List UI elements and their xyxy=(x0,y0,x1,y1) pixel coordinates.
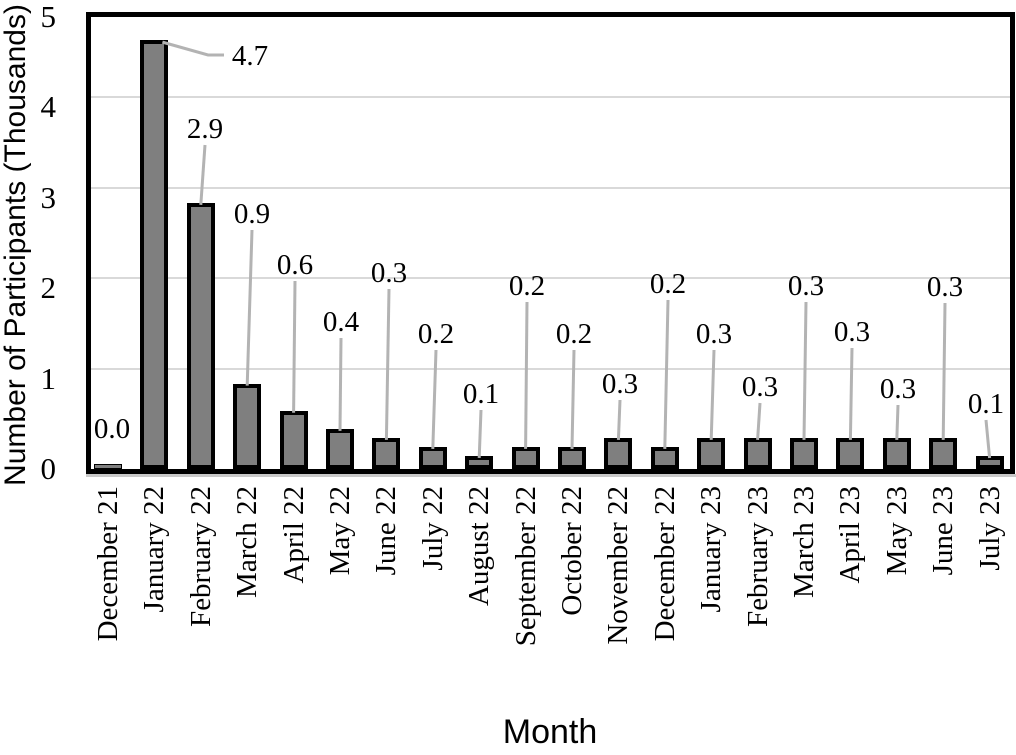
data-label: 0.1 xyxy=(462,378,500,410)
x-tick-label: May 23 xyxy=(880,486,913,576)
data-label: 0.3 xyxy=(879,373,917,405)
x-tick-label: February 23 xyxy=(741,486,774,627)
bar xyxy=(929,437,958,469)
y-tick-label: 5 xyxy=(40,0,57,34)
x-tick-label: July 23 xyxy=(973,486,1006,571)
bar xyxy=(94,464,122,469)
data-label: 0.2 xyxy=(649,268,687,300)
y-tick-label: 4 xyxy=(40,89,57,125)
x-tick-label: December 21 xyxy=(92,486,124,642)
y-tick-label: 0 xyxy=(40,451,57,486)
x-tick-label: June 23 xyxy=(927,486,960,576)
data-label: 0.3 xyxy=(370,257,408,289)
y-tick-label: 2 xyxy=(40,270,57,306)
x-tick-label: June 22 xyxy=(370,486,403,576)
x-tick-label: July 22 xyxy=(416,486,449,571)
plot-area xyxy=(86,12,1015,474)
bar xyxy=(882,437,911,469)
data-label: 0.2 xyxy=(417,318,455,350)
bar xyxy=(233,383,262,469)
data-label: 0.0 xyxy=(93,413,131,445)
bar xyxy=(418,446,447,469)
x-tick-label: April 22 xyxy=(277,486,310,584)
x-tick-label: March 22 xyxy=(231,486,264,598)
gridline xyxy=(91,367,1010,370)
bar xyxy=(558,446,586,469)
y-tick-label: 1 xyxy=(40,360,57,396)
bar xyxy=(511,446,540,469)
x-tick-label: October 22 xyxy=(556,486,588,616)
data-label: 0.6 xyxy=(276,249,314,281)
bar xyxy=(836,437,865,469)
x-axis-title: Month xyxy=(502,713,598,751)
data-label: 0.3 xyxy=(926,271,964,303)
x-tick-label: January 22 xyxy=(138,486,171,613)
y-axis-title: Number of Participants (Thousands) xyxy=(0,4,32,486)
y-tick-label: 3 xyxy=(40,179,57,215)
data-label: 0.1 xyxy=(967,388,1005,420)
data-label: 4.7 xyxy=(231,40,269,72)
bar xyxy=(372,437,401,469)
x-tick-label: March 23 xyxy=(788,486,820,598)
x-tick-label: January 23 xyxy=(695,486,728,613)
plot-border-shadow xyxy=(86,474,1016,477)
x-tick-label: May 22 xyxy=(324,486,356,576)
x-tick-label: December 22 xyxy=(648,486,681,642)
bar xyxy=(790,437,818,469)
data-label: 0.3 xyxy=(741,371,779,403)
gridline xyxy=(91,96,1010,99)
bar xyxy=(465,455,494,469)
x-tick-label: April 23 xyxy=(834,486,867,584)
bar xyxy=(743,437,772,469)
x-tick-label: September 22 xyxy=(509,486,542,647)
bar xyxy=(326,428,354,469)
bar xyxy=(186,202,215,469)
data-label: 0.4 xyxy=(322,306,360,338)
data-label: 0.9 xyxy=(233,198,271,230)
bar xyxy=(697,437,726,469)
x-tick-label: August 22 xyxy=(463,486,496,607)
data-label: 2.9 xyxy=(186,113,224,145)
bar xyxy=(140,40,169,469)
data-label: 0.2 xyxy=(555,318,593,350)
data-label: 0.2 xyxy=(508,270,546,302)
bar xyxy=(650,446,679,469)
bar xyxy=(279,410,308,469)
gridline xyxy=(91,277,1010,280)
data-label: 0.3 xyxy=(601,368,639,400)
bar xyxy=(975,455,1004,469)
bar xyxy=(604,437,633,469)
gridline xyxy=(91,186,1010,189)
data-label: 0.3 xyxy=(833,316,871,348)
x-tick-label: November 22 xyxy=(602,486,635,645)
data-label: 0.3 xyxy=(695,318,733,350)
x-tick-label: February 22 xyxy=(184,486,217,627)
data-label: 0.3 xyxy=(787,270,825,302)
